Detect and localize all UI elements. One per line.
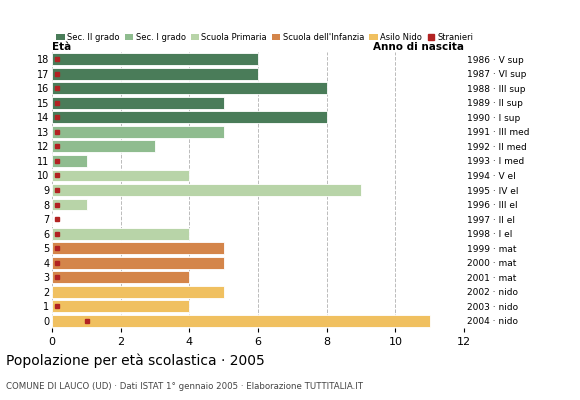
Bar <box>52 184 361 196</box>
Bar <box>52 315 430 327</box>
Legend: Sec. II grado, Sec. I grado, Scuola Primaria, Scuola dell'Infanzia, Asilo Nido, : Sec. II grado, Sec. I grado, Scuola Prim… <box>56 33 474 42</box>
Text: Popolazione per età scolastica · 2005: Popolazione per età scolastica · 2005 <box>6 354 264 368</box>
Bar <box>52 198 86 210</box>
Bar <box>52 68 258 80</box>
Bar <box>52 257 224 268</box>
Bar <box>52 271 190 283</box>
Bar <box>52 53 258 65</box>
Text: Anno di nascita: Anno di nascita <box>373 42 464 52</box>
Text: Età: Età <box>52 42 71 52</box>
Bar <box>52 140 155 152</box>
Bar <box>52 97 224 109</box>
Bar <box>52 170 190 182</box>
Bar <box>52 286 224 298</box>
Text: COMUNE DI LAUCO (UD) · Dati ISTAT 1° gennaio 2005 · Elaborazione TUTTITALIA.IT: COMUNE DI LAUCO (UD) · Dati ISTAT 1° gen… <box>6 382 363 391</box>
Bar <box>52 300 190 312</box>
Bar <box>52 155 86 167</box>
Bar <box>52 228 190 240</box>
Bar <box>52 242 224 254</box>
Bar <box>52 126 224 138</box>
Bar <box>52 112 327 123</box>
Bar <box>52 82 327 94</box>
